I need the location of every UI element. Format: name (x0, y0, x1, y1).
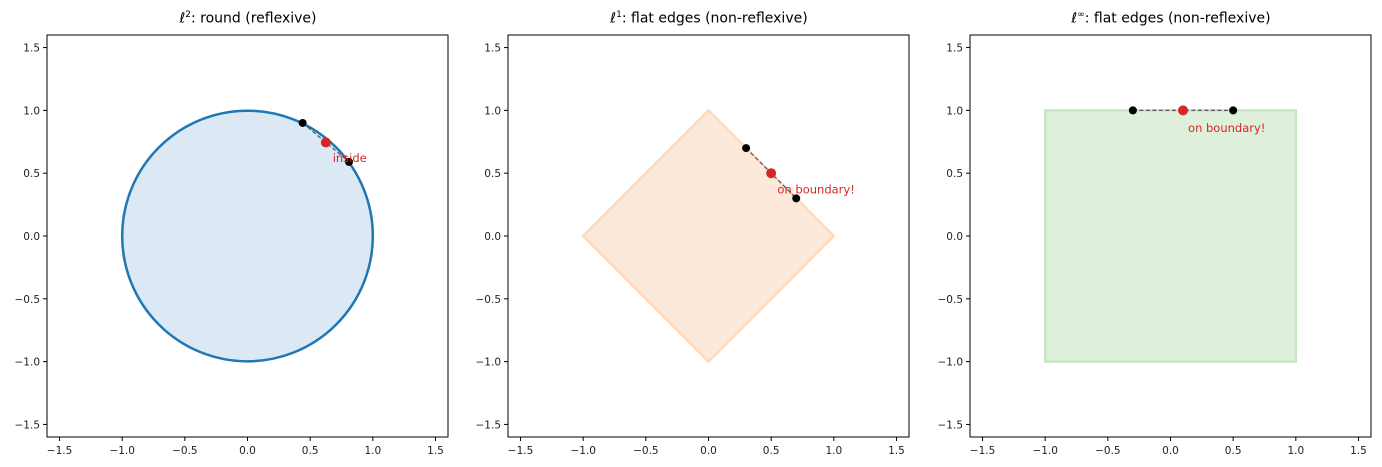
panel-title: ℓ∞: flat edges (non-reflexive) (970, 10, 1372, 27)
y-tick-label: 0.5 (946, 168, 963, 180)
y-tick-label: −0.5 (938, 294, 964, 306)
x-tick-label: 0.5 (763, 445, 780, 457)
plot-area: inside −1.5 −1.0 −0.5 0.0 0.5 1.0 1.5 −1.5 −1.0 −0… (15, 34, 449, 457)
endpoint-marker (1229, 106, 1238, 115)
endpoint-marker (792, 194, 801, 203)
y-tick-label: 1.5 (484, 43, 501, 55)
endpoint-marker (1128, 106, 1137, 115)
y-tick-label: −1.5 (938, 419, 964, 431)
endpoint-marker (298, 118, 307, 127)
x-tick-label: −1.5 (970, 445, 996, 457)
y-tick-label: −0.5 (476, 294, 502, 306)
x-tick-label: 0.5 (1225, 445, 1242, 457)
annotation-label: on boundary! (1188, 121, 1265, 135)
y-tick-label: 1.5 (946, 43, 963, 55)
x-tick-label: 0.5 (302, 445, 319, 457)
x-tick-label: 1.0 (825, 445, 842, 457)
plot-area: on boundary! −1.5 −1.0 −0.5 0.0 0.5 1.0 1.5 −1.5… (938, 34, 1372, 457)
endpoint-marker (345, 157, 354, 166)
x-tick-label: 1.5 (427, 445, 444, 457)
annotation-label: on boundary! (777, 183, 854, 197)
midpoint-marker (320, 137, 331, 148)
x-tick-label: −1.0 (1032, 445, 1058, 457)
title-base: ℓ (610, 10, 617, 27)
title-base: ℓ (1071, 10, 1078, 27)
x-tick-label: −0.5 (1095, 445, 1121, 457)
x-tick-label: 1.0 (1287, 445, 1304, 457)
circle-unit-ball (120, 109, 375, 363)
panel-title: ℓ2: round (reflexive) (47, 10, 449, 27)
title-base: ℓ (179, 10, 186, 27)
x-tick-label: 1.5 (1350, 445, 1367, 457)
y-tick-label: −0.5 (15, 294, 41, 306)
x-tick-label: −0.5 (172, 445, 198, 457)
x-tick-label: 0.0 (1162, 445, 1179, 457)
x-tick-label: 1.5 (888, 445, 905, 457)
endpoint-marker (742, 144, 751, 153)
plot-area: on boundary! −1.5 −1.0 −0.5 0.0 0.5 1.0 1.5 −1.5… (476, 34, 910, 457)
y-tick-label: −1.0 (15, 357, 41, 369)
x-tick-label: 0.0 (700, 445, 717, 457)
y-tick-label: 0.0 (23, 231, 40, 243)
y-tick-label: 1.5 (23, 43, 40, 55)
title-sup: 2 (185, 10, 191, 20)
y-tick-label: 0.5 (484, 168, 501, 180)
midpoint-marker (766, 168, 777, 179)
title-rest: : flat edges (non-reflexive) (1084, 10, 1271, 27)
y-tick-label: 0.5 (23, 168, 40, 180)
x-tick-label: −1.0 (109, 445, 135, 457)
segment-line (302, 122, 350, 163)
title-sup: ∞ (1077, 10, 1085, 20)
y-tick-label: 1.0 (484, 105, 501, 117)
y-tick-label: 0.0 (484, 231, 501, 243)
y-tick-label: −1.0 (938, 357, 964, 369)
y-tick-label: −1.0 (476, 357, 502, 369)
y-tick-label: 1.0 (23, 105, 40, 117)
midpoint-marker (1178, 105, 1189, 116)
x-tick-label: −1.5 (47, 445, 73, 457)
title-rest: : flat edges (non-reflexive) (621, 10, 808, 27)
title-sup: 1 (616, 10, 622, 20)
square-unit-ball (1043, 109, 1298, 363)
annotation-label: inside (333, 151, 367, 165)
y-tick-label: −1.5 (476, 419, 502, 431)
diamond-unit-ball (581, 108, 836, 364)
x-tick-label: 0.0 (239, 445, 256, 457)
x-tick-label: −0.5 (633, 445, 659, 457)
x-tick-label: −1.0 (570, 445, 596, 457)
title-rest: : round (reflexive) (191, 10, 317, 27)
panel-title: ℓ1: flat edges (non-reflexive) (508, 10, 910, 27)
y-tick-label: 0.0 (946, 231, 963, 243)
x-tick-label: −1.5 (508, 445, 534, 457)
x-tick-label: 1.0 (364, 445, 381, 457)
y-tick-label: −1.5 (15, 419, 41, 431)
y-tick-label: 1.0 (946, 105, 963, 117)
